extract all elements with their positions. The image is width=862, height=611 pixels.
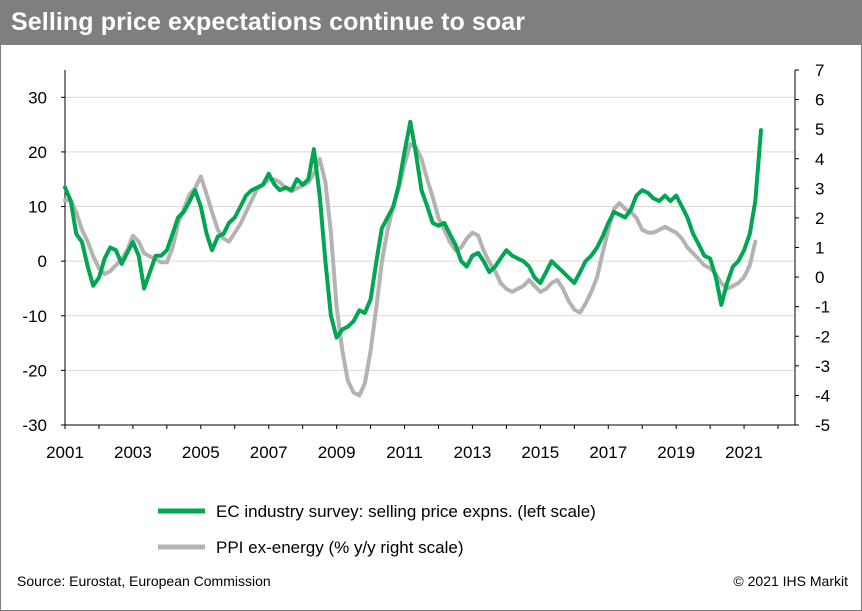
right-tick-label: 2	[815, 209, 824, 228]
x-tick-label: 2005	[182, 443, 220, 462]
right-tick-label: 4	[815, 150, 824, 169]
right-axis-ticks: 7 6 5 4 3 2 1 0 -1 -2 -3 -4 -5	[795, 61, 830, 435]
x-tick-label: 2017	[589, 443, 627, 462]
right-tick-label: 3	[815, 179, 824, 198]
left-tick-label: 0	[38, 252, 47, 271]
right-tick-label: -3	[815, 357, 830, 376]
right-tick-label: -2	[815, 327, 830, 346]
title-bar: Selling price expectations continue to s…	[1, 1, 861, 45]
right-tick-label: 1	[815, 239, 824, 258]
series-lines	[63, 119, 763, 398]
right-tick-label: 5	[815, 120, 824, 139]
right-tick-label: 7	[815, 61, 824, 80]
legend-label-ec: EC industry survey: selling price expns.…	[216, 502, 596, 521]
x-tick-label: 2021	[725, 443, 763, 462]
legend-label-ppi: PPI ex-energy (% y/y right scale)	[216, 538, 464, 557]
left-tick-label: 30	[28, 88, 47, 107]
source-note: Source: Eurostat, European Commission	[17, 573, 271, 589]
chart-title: Selling price expectations continue to s…	[11, 8, 526, 36]
legend: EC industry survey: selling price expns.…	[158, 502, 596, 557]
x-tick-label: 2007	[250, 443, 288, 462]
right-tick-label: 0	[815, 268, 824, 287]
right-tick-label: -5	[815, 416, 830, 435]
x-axis-ticks: 2001 2003 2005 2007 2009 2011 2013 2015 2017 2019…	[46, 425, 779, 462]
right-tick-label: 6	[815, 91, 824, 110]
x-tick-label: 2019	[657, 443, 695, 462]
x-tick-label: 2013	[454, 443, 492, 462]
copyright-note: © 2021 IHS Markit	[733, 573, 848, 589]
right-tick-label: -1	[815, 298, 830, 317]
x-tick-label: 2009	[318, 443, 356, 462]
left-tick-label: -20	[22, 361, 47, 380]
left-tick-label: -10	[22, 307, 47, 326]
series-line-ec-selling-price	[63, 119, 763, 340]
left-tick-label: -30	[22, 416, 47, 435]
series-line-ppi-ex-energy	[63, 142, 758, 398]
right-tick-label: -4	[815, 386, 830, 405]
gridlines	[65, 96, 795, 426]
x-tick-label: 2001	[46, 443, 84, 462]
x-tick-label: 2011	[386, 443, 423, 462]
left-axis-ticks: 30 20 10 0 -10 -20 -30	[22, 88, 65, 435]
left-tick-label: 20	[28, 143, 47, 162]
left-tick-label: 10	[28, 198, 47, 217]
x-tick-label: 2003	[114, 443, 152, 462]
x-tick-label: 2015	[521, 443, 559, 462]
